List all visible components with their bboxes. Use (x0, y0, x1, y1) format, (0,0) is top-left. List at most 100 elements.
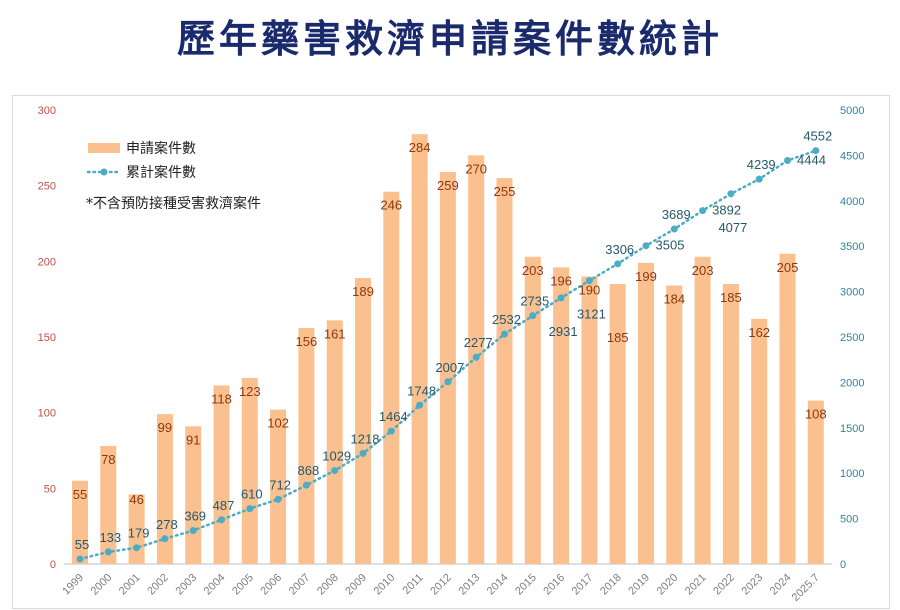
cumulative-label: 4552 (803, 129, 832, 144)
y-left-tick: 300 (38, 105, 56, 117)
bar (722, 284, 739, 564)
cumulative-point (302, 481, 310, 489)
x-tick: 2008 (315, 572, 341, 598)
cumulative-label: 2277 (464, 335, 493, 350)
y-right-tick: 5000 (840, 105, 864, 117)
x-tick: 2017 (570, 572, 596, 598)
cumulative-point (614, 260, 622, 268)
x-tick: 2009 (343, 572, 369, 598)
y-right-tick: 2500 (840, 332, 864, 344)
x-tick: 2016 (541, 572, 567, 598)
cumulative-point (585, 277, 593, 285)
bar-label: 185 (607, 330, 629, 345)
bar-label: 91 (186, 432, 200, 447)
x-tick: 2023 (740, 572, 766, 598)
cumulative-point (727, 190, 735, 198)
bar-label: 246 (380, 198, 402, 213)
legend-bar-swatch (88, 143, 120, 153)
bar (609, 284, 626, 564)
cumulative-label: 610 (241, 487, 263, 502)
bar-label: 108 (805, 407, 827, 422)
y-left-tick: 50 (44, 483, 56, 495)
bar (72, 480, 88, 564)
cumulative-label: 1748 (407, 383, 436, 398)
cumulative-label: 2735 (520, 294, 549, 309)
bar-label: 161 (324, 326, 346, 341)
cumulative-label: 55 (75, 537, 89, 552)
cumulative-point (812, 147, 820, 155)
cumulative-point (699, 207, 707, 215)
y-left-tick: 150 (38, 332, 56, 344)
x-tick: 2018 (598, 572, 624, 598)
cumulative-label: 179 (128, 526, 150, 541)
bar-label: 78 (101, 452, 115, 467)
y-left-tick: 100 (38, 408, 56, 420)
bar (355, 277, 371, 564)
chart-title: 歷年藥害救濟申請案件數統計 (176, 16, 723, 61)
bar (694, 256, 711, 564)
cumulative-label: 369 (184, 508, 206, 523)
cumulative-point (472, 353, 480, 361)
cumulative-point (274, 495, 282, 503)
chart-note: *不含預防接種受害救濟案件 (86, 195, 261, 212)
bar (326, 320, 343, 564)
x-tick: 2011 (401, 572, 426, 597)
bar (298, 327, 315, 564)
bar-label: 102 (267, 416, 289, 431)
cumulative-point (76, 555, 84, 563)
y-right-tick: 0 (840, 559, 846, 571)
legend-line-marker (100, 168, 108, 176)
bar (751, 318, 768, 564)
y-right-tick: 3500 (840, 241, 864, 253)
cumulative-label: 868 (298, 463, 320, 478)
x-tick: 2005 (230, 572, 256, 598)
x-tick: 2003 (174, 572, 200, 598)
x-tick: 2014 (485, 572, 511, 598)
bar-label: 185 (720, 290, 742, 305)
cumulative-label: 712 (269, 477, 291, 492)
cumulative-label: 2007 (435, 360, 464, 375)
y-right-tick: 4500 (840, 150, 864, 162)
cumulative-label: 487 (213, 498, 235, 513)
bar-label: 270 (465, 161, 487, 176)
x-tick: 2002 (145, 572, 171, 598)
x-tick: 2024 (768, 572, 794, 598)
x-tick: 2012 (428, 572, 454, 598)
bar-label: 184 (663, 292, 685, 307)
legend-bar-label: 申請案件數 (126, 140, 196, 157)
bar-label: 203 (692, 263, 714, 278)
cumulative-point (529, 312, 537, 320)
bar-label: 259 (437, 178, 459, 193)
cumulative-point (133, 544, 141, 552)
bar (213, 385, 230, 564)
x-tick: 2022 (711, 572, 737, 598)
bar-label: 199 (635, 269, 657, 284)
bar-label: 189 (352, 284, 374, 299)
bar (156, 414, 173, 564)
x-tick: 2010 (372, 572, 398, 598)
bar-label: 156 (296, 334, 318, 349)
bar (638, 262, 654, 564)
x-tick: 2021 (683, 572, 709, 598)
bar (666, 285, 683, 564)
bar (807, 400, 824, 564)
y-left-tick: 250 (38, 181, 56, 193)
x-tick: 2019 (626, 572, 652, 598)
y-right-tick: 3000 (840, 287, 864, 299)
cumulative-label: 3892 (712, 203, 741, 218)
y-right-tick: 4000 (840, 196, 864, 208)
x-tick: 2006 (258, 572, 284, 598)
bar (779, 253, 796, 564)
cumulative-point (784, 156, 791, 164)
y-right-tick: 1500 (840, 423, 864, 435)
bar-label: 190 (579, 282, 601, 297)
x-tick: 2000 (89, 572, 115, 598)
cumulative-label: 4239 (747, 157, 776, 172)
cumulative-label: 1464 (379, 409, 408, 424)
y-left-tick: 0 (50, 559, 56, 571)
cumulative-point (642, 242, 650, 250)
bar-label: 123 (239, 384, 261, 399)
cumulative-label: 1218 (351, 431, 380, 446)
bar-label: 255 (494, 184, 516, 199)
